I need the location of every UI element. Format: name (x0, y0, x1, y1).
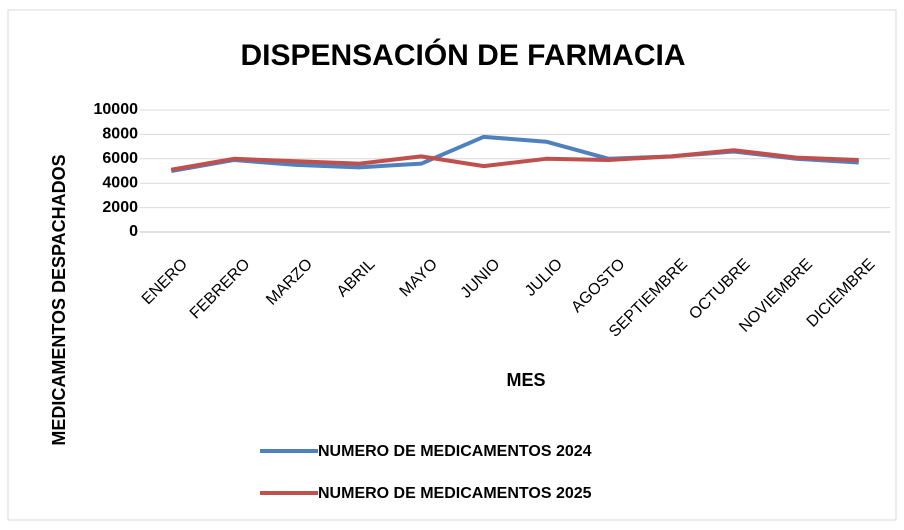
x-axis-label: MES (506, 370, 545, 390)
y-tick-label: 10000 (94, 101, 139, 118)
chart-frame (7, 9, 897, 521)
y-tick-label: 2000 (102, 199, 138, 216)
y-tick-label: 0 (129, 223, 138, 240)
legend-label: NUMERO DE MEDICAMENTOS 2024 (318, 443, 592, 460)
legend-label: NUMERO DE MEDICAMENTOS 2025 (318, 485, 592, 502)
y-axis-label: MEDICAMENTOS DESPACHADOS (49, 154, 69, 445)
chart-title: DISPENSACIÓN DE FARMACIA (240, 38, 685, 72)
line-series (170, 148, 859, 172)
y-tick-label: 8000 (102, 126, 138, 143)
y-tick-label: 4000 (102, 174, 138, 191)
y-tick-label: 6000 (102, 150, 138, 167)
